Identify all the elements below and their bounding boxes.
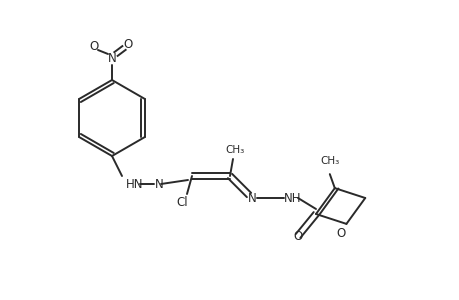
Text: Cl: Cl — [176, 196, 187, 208]
Text: O: O — [336, 227, 345, 240]
Text: HN: HN — [126, 178, 143, 190]
Text: O: O — [89, 40, 98, 52]
Text: O: O — [123, 38, 132, 50]
Text: CH₃: CH₃ — [225, 145, 244, 155]
Text: O: O — [293, 230, 302, 242]
Text: NH: NH — [283, 191, 301, 205]
Text: CH₃: CH₃ — [319, 156, 339, 166]
Text: N: N — [107, 52, 116, 64]
Text: N: N — [247, 191, 256, 205]
Text: N: N — [155, 178, 163, 190]
